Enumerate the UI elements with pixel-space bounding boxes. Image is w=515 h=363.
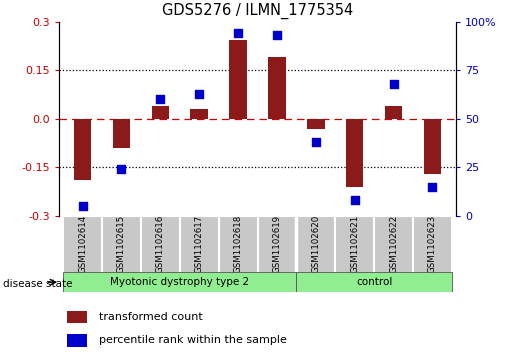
Bar [335,216,374,274]
Text: percentile rank within the sample: percentile rank within the sample [99,335,287,345]
Bar [307,119,324,129]
Bar [63,216,102,274]
Point [156,97,164,102]
Bar [268,57,286,119]
Bar [191,109,208,119]
Text: disease state: disease state [3,279,72,289]
Point [312,139,320,145]
Bar [296,272,452,292]
Bar [229,40,247,119]
Point [117,167,126,172]
Bar [102,216,141,274]
Text: GSM1102616: GSM1102616 [156,215,165,273]
Text: control: control [356,277,392,287]
Text: Myotonic dystrophy type 2: Myotonic dystrophy type 2 [110,277,249,287]
Bar [296,216,335,274]
Text: GSM1102620: GSM1102620 [311,215,320,273]
Bar [180,216,219,274]
Text: GSM1102621: GSM1102621 [350,215,359,273]
Point [234,30,242,36]
Bar [258,216,296,274]
Point [389,81,398,87]
Text: GSM1102615: GSM1102615 [117,215,126,273]
Bar [219,216,258,274]
Text: GSM1102617: GSM1102617 [195,215,204,273]
Bar [346,119,364,187]
Point [351,197,359,203]
Text: transformed count: transformed count [99,312,202,322]
Bar [63,272,296,292]
Bar [67,334,87,347]
Text: GSM1102614: GSM1102614 [78,215,87,273]
Bar [141,216,180,274]
Bar [424,119,441,174]
Point [195,91,203,97]
Bar [74,119,91,180]
Bar [385,106,402,119]
Bar [374,216,413,274]
Point [428,184,437,190]
Point [78,203,87,209]
Title: GDS5276 / ILMN_1775354: GDS5276 / ILMN_1775354 [162,3,353,19]
Text: GSM1102622: GSM1102622 [389,215,398,273]
Bar [151,106,169,119]
Point [273,32,281,38]
Bar [67,311,87,323]
Text: GSM1102618: GSM1102618 [234,215,243,273]
Text: GSM1102623: GSM1102623 [428,215,437,273]
Bar [113,119,130,148]
Text: GSM1102619: GSM1102619 [272,215,281,273]
Bar [413,216,452,274]
